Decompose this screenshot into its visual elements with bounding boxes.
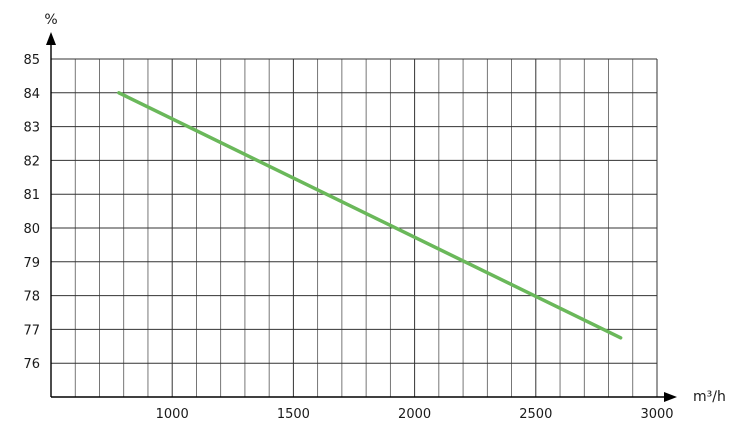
y-tick-label: 78 — [23, 290, 40, 305]
x-axis-arrow — [664, 392, 677, 402]
grid — [51, 58, 658, 397]
y-tick-labels: 76 77 78 79 80 81 82 83 84 85 — [23, 53, 40, 372]
series-layer — [117, 91, 623, 340]
y-tick-label: 85 — [23, 53, 40, 68]
y-tick-label: 84 — [23, 87, 40, 102]
axes — [46, 32, 677, 402]
y-axis-arrow — [46, 32, 56, 45]
y-tick-label: 81 — [23, 188, 40, 203]
y-tick-label: 80 — [23, 222, 40, 237]
x-tick-label: 1000 — [156, 407, 189, 422]
series-line — [117, 91, 623, 340]
y-tick-label: 77 — [23, 323, 40, 338]
y-tick-label: 83 — [23, 121, 40, 136]
x-tick-label: 2500 — [519, 407, 552, 422]
y-tick-label: 76 — [23, 357, 40, 372]
x-axis-label: m³/h — [693, 389, 726, 405]
y-tick-label: 82 — [23, 154, 40, 169]
y-tick-label: 79 — [23, 256, 40, 271]
x-tick-labels: 1000 1500 2000 2500 3000 — [156, 407, 674, 422]
x-tick-label: 1500 — [277, 407, 310, 422]
x-tick-label: 2000 — [398, 407, 431, 422]
x-tick-label: 3000 — [640, 407, 673, 422]
y-axis-label: % — [44, 12, 57, 28]
